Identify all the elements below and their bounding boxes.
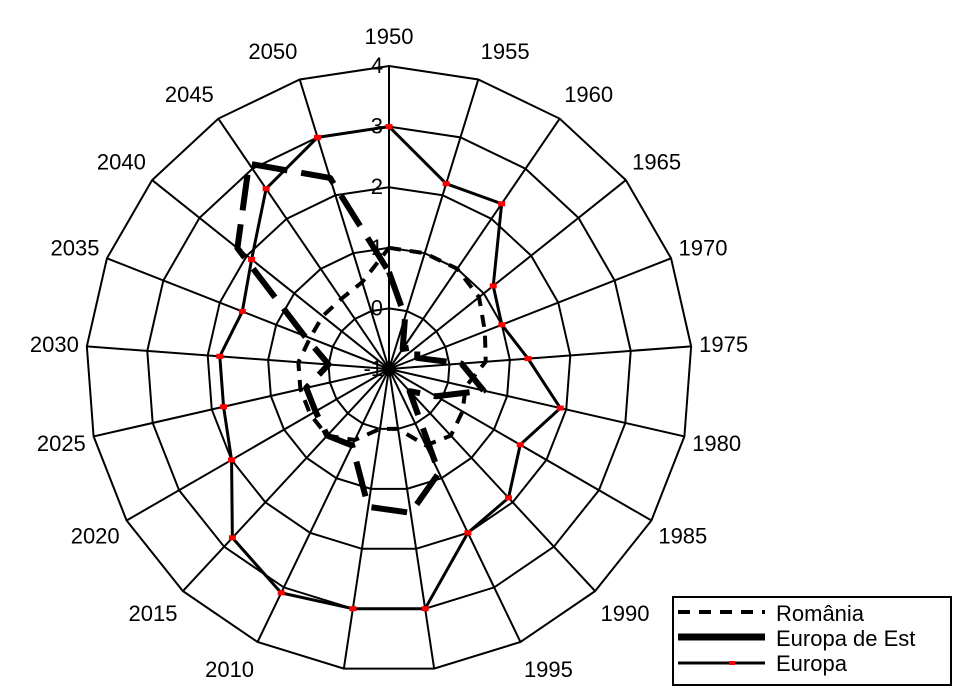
category-label: 1965 — [632, 149, 681, 174]
data-point-marker — [277, 590, 285, 596]
legend-label-romania: România — [776, 601, 865, 626]
category-label: 2015 — [129, 601, 178, 626]
data-point-marker — [228, 535, 236, 541]
category-label: 2035 — [51, 235, 100, 260]
legend-label-europa-de-est: Europa de Est — [776, 626, 915, 651]
radial-tick-label: 0 — [371, 295, 383, 320]
category-label: 2045 — [165, 82, 214, 107]
data-point-marker — [524, 356, 532, 362]
grid-spoke — [126, 368, 390, 522]
data-point-marker — [442, 181, 450, 187]
category-label: 1950 — [365, 24, 414, 49]
grid-spoke — [388, 345, 692, 370]
data-point-marker — [238, 308, 246, 314]
data-point-marker — [220, 404, 228, 410]
grid-ring — [85, 64, 693, 670]
category-label: 1975 — [699, 332, 748, 357]
category-label: 1985 — [658, 524, 707, 549]
grid-spoke — [342, 368, 390, 669]
series-line-romnia — [296, 245, 488, 448]
category-label: 2020 — [71, 524, 120, 549]
category-label: 1960 — [564, 82, 613, 107]
data-point-marker — [489, 283, 497, 289]
radial-tick-label: 4 — [371, 53, 383, 78]
grid-spoke — [388, 257, 672, 370]
grid-spoke — [93, 368, 390, 438]
radial-tick-label: 3 — [371, 114, 383, 139]
grid-spoke — [86, 345, 390, 370]
grid-spoke — [298, 79, 390, 370]
series-line-europa — [218, 125, 562, 611]
grid-spoke — [388, 368, 596, 592]
category-label: 2025 — [37, 431, 86, 456]
category-label: 1970 — [679, 235, 728, 260]
category-label: 1995 — [524, 657, 573, 682]
category-label: 1955 — [481, 39, 530, 64]
legend-swatch-europa-marker — [729, 661, 735, 665]
category-label: 2040 — [97, 149, 146, 174]
category-label: 1990 — [601, 601, 650, 626]
data-point-marker — [464, 530, 472, 536]
series-line-europa-de-est — [234, 160, 487, 516]
data-point-marker — [516, 442, 524, 448]
data-point-marker — [385, 124, 393, 130]
grid-spoke — [106, 257, 390, 370]
data-point-marker — [505, 495, 513, 501]
grid-spoke — [388, 118, 561, 370]
data-point-marker — [421, 606, 429, 612]
grid-ring — [206, 186, 572, 550]
category-label: 2010 — [205, 657, 254, 682]
grid-spoke — [388, 368, 436, 669]
radial-tick-label: -1 — [363, 356, 383, 381]
category-label: 2000 — [414, 686, 463, 689]
grid-spoke — [182, 368, 390, 592]
radar-grid — [85, 64, 693, 670]
grid-spoke — [256, 368, 390, 643]
category-label: 2005 — [315, 686, 364, 689]
data-point-marker — [349, 606, 357, 612]
data-point-marker — [498, 322, 506, 328]
data-point-marker — [228, 457, 236, 463]
data-point-marker — [262, 186, 270, 192]
data-point-marker — [556, 405, 564, 411]
grid-spoke — [151, 179, 390, 370]
category-label: 2050 — [248, 39, 297, 64]
data-point-marker — [216, 353, 224, 359]
legend-box — [672, 596, 952, 686]
radial-tick-label: 2 — [371, 174, 383, 199]
grid-spoke — [388, 179, 627, 370]
data-point-marker — [248, 256, 256, 262]
data-point-marker — [314, 134, 322, 140]
data-point-marker — [498, 201, 506, 207]
category-label: 1980 — [692, 431, 741, 456]
category-label: 2030 — [30, 332, 79, 357]
legend: România Europa de Est Europa — [672, 596, 952, 686]
grid-spoke — [388, 368, 685, 438]
legend-label-europa: Europa — [776, 651, 848, 676]
grid-spoke — [388, 368, 522, 643]
series-layer — [216, 124, 564, 612]
category-labels: 1950 1955 1960 1965 1970 1975 1980 1985 1990 1995… — [30, 24, 748, 689]
grid-spoke — [217, 118, 390, 370]
